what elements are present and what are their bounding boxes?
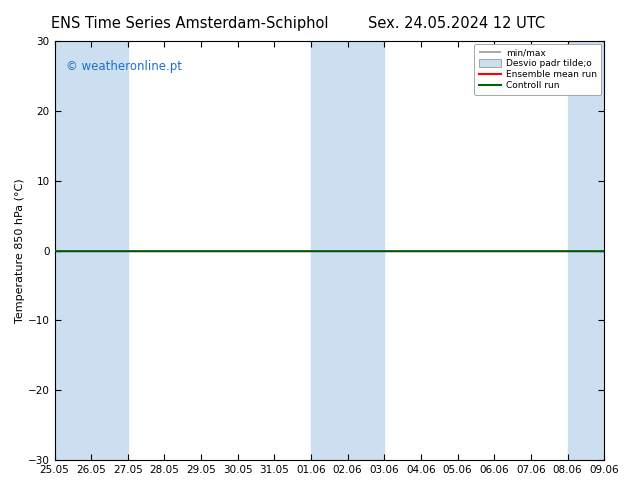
Y-axis label: Temperature 850 hPa (°C): Temperature 850 hPa (°C) bbox=[15, 178, 25, 323]
Bar bbox=[311, 41, 347, 460]
Text: Sex. 24.05.2024 12 UTC: Sex. 24.05.2024 12 UTC bbox=[368, 16, 545, 31]
Bar bbox=[91, 41, 128, 460]
Text: © weatheronline.pt: © weatheronline.pt bbox=[65, 60, 181, 73]
Bar bbox=[55, 41, 91, 460]
Text: ENS Time Series Amsterdam-Schiphol: ENS Time Series Amsterdam-Schiphol bbox=[51, 16, 329, 31]
Bar bbox=[347, 41, 384, 460]
Bar bbox=[567, 41, 604, 460]
Legend: min/max, Desvio padr tilde;o, Ensemble mean run, Controll run: min/max, Desvio padr tilde;o, Ensemble m… bbox=[474, 44, 602, 95]
